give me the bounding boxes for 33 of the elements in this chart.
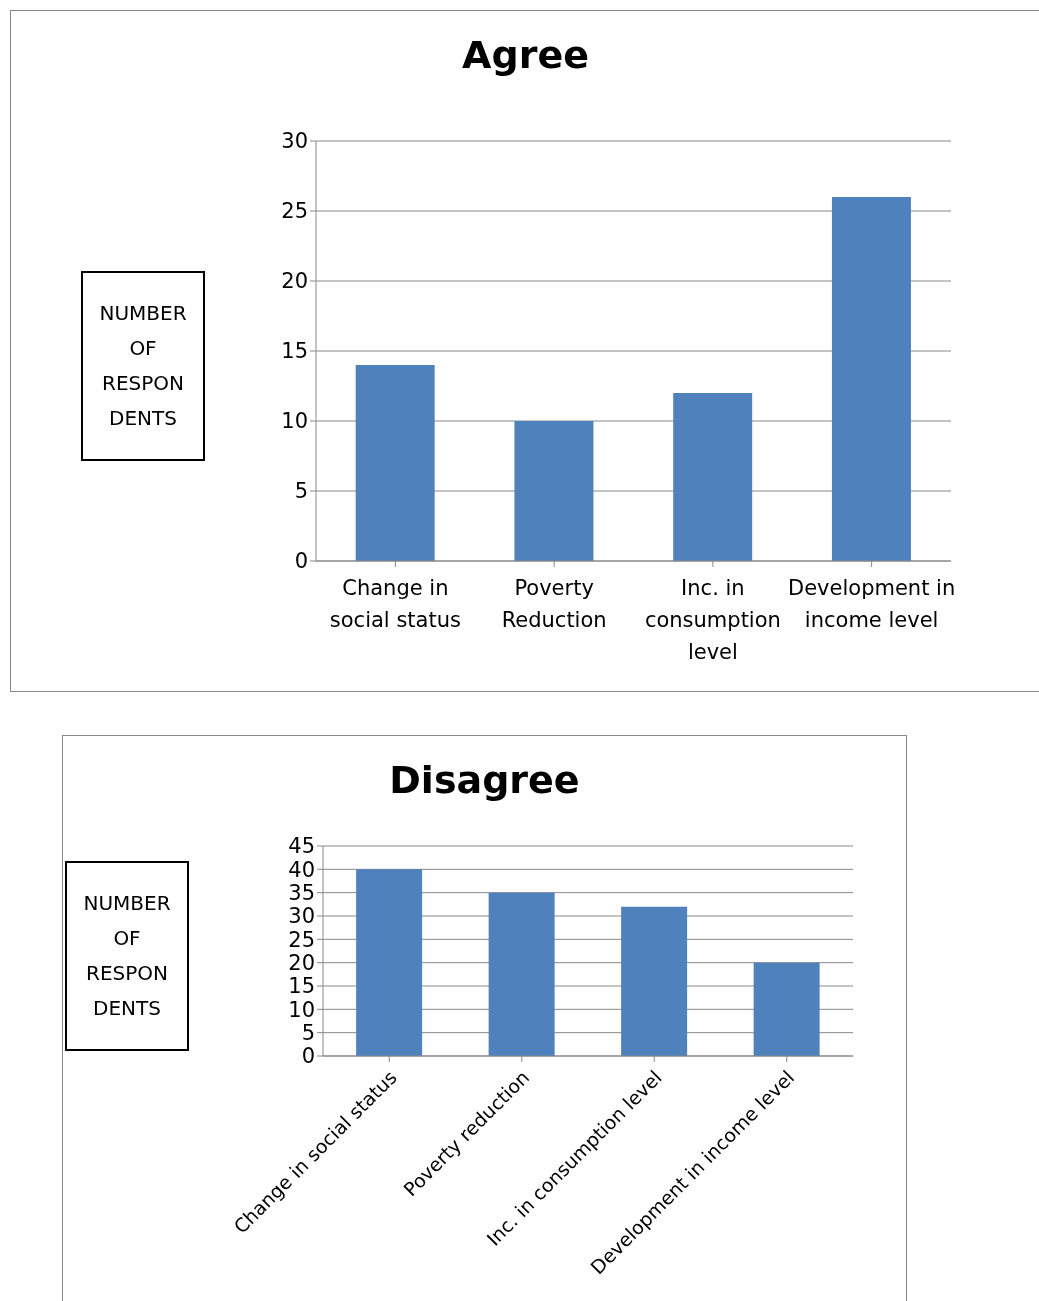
y-tick-label: 30 — [281, 129, 308, 154]
chart-title: Disagree — [388, 758, 581, 802]
y-tick-label: 10 — [281, 409, 308, 434]
y-tick-label: 15 — [288, 974, 315, 999]
x-tick-label: Change in social status — [329, 576, 461, 632]
y-tick-label: 30 — [288, 904, 315, 929]
x-tick-label: Development in income level — [788, 576, 956, 632]
bar — [753, 962, 820, 1056]
bar — [488, 892, 555, 1056]
x-tick-label: Inc. in consumption level — [644, 576, 781, 664]
y-tick-label: 5 — [294, 479, 308, 504]
y-tick-label: 35 — [288, 881, 315, 906]
y-tick-label: 45 — [288, 834, 315, 859]
chart-title: Agree — [461, 33, 590, 77]
y-tick-label: 20 — [281, 269, 308, 294]
y-tick-label: 5 — [301, 1021, 315, 1046]
x-tick-label: Poverty Reduction — [501, 576, 607, 632]
bar — [621, 906, 688, 1056]
y-tick-label: 40 — [288, 857, 315, 882]
bar — [514, 421, 594, 561]
y-tick-label: 10 — [288, 997, 315, 1022]
y-tick-label: 20 — [288, 951, 315, 976]
y-tick-label: 25 — [281, 199, 308, 224]
bar — [673, 393, 753, 561]
bar — [355, 365, 435, 561]
y-axis-title: NUMBER OF RESPON DENTS — [81, 271, 205, 461]
bar — [356, 869, 423, 1056]
y-tick-label: 0 — [301, 1044, 315, 1069]
bar — [831, 197, 911, 561]
y-tick-label: 15 — [281, 339, 308, 364]
y-tick-label: 25 — [288, 927, 315, 952]
y-tick-label: 0 — [294, 549, 308, 574]
y-axis-title: NUMBER OF RESPON DENTS — [65, 861, 189, 1051]
